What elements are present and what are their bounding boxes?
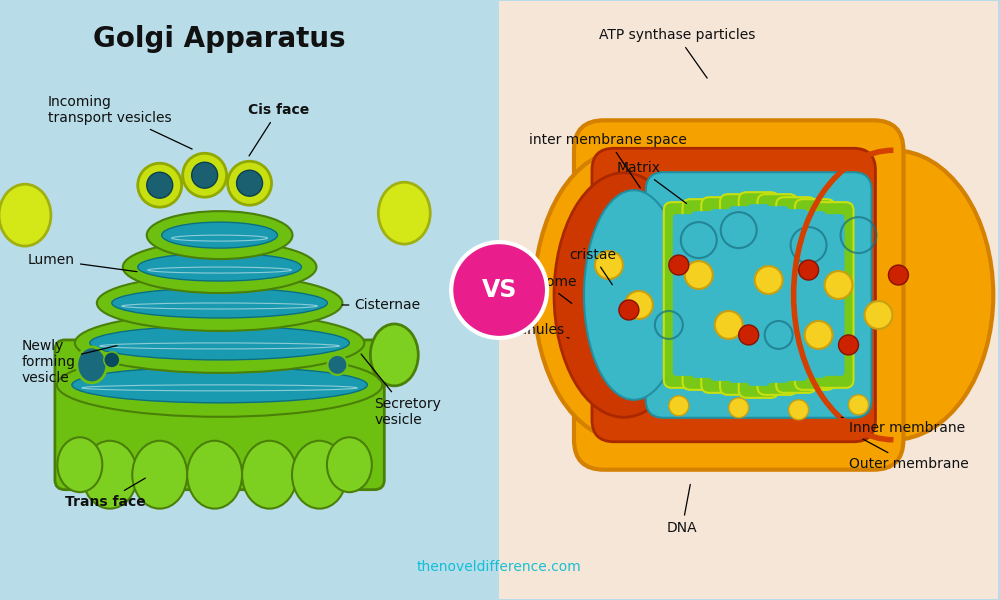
Ellipse shape [138, 253, 301, 281]
Text: Lumen: Lumen [28, 253, 137, 272]
FancyBboxPatch shape [748, 204, 770, 386]
Ellipse shape [292, 441, 347, 509]
FancyBboxPatch shape [804, 211, 826, 378]
FancyBboxPatch shape [664, 202, 704, 388]
Ellipse shape [162, 222, 278, 248]
Circle shape [183, 153, 227, 197]
Circle shape [625, 291, 653, 319]
Text: Outer membrane: Outer membrane [849, 439, 968, 471]
FancyBboxPatch shape [701, 197, 741, 393]
Circle shape [147, 172, 173, 198]
FancyBboxPatch shape [646, 172, 871, 418]
Circle shape [805, 321, 833, 349]
Bar [0, 1, 499, 599]
Circle shape [685, 261, 713, 289]
FancyBboxPatch shape [823, 214, 845, 376]
Bar [499, 1, 998, 599]
FancyBboxPatch shape [592, 148, 875, 442]
Ellipse shape [97, 275, 342, 331]
Circle shape [729, 398, 749, 418]
FancyBboxPatch shape [683, 199, 722, 390]
Text: Granules: Granules [502, 323, 569, 338]
Text: DNA: DNA [667, 484, 697, 535]
Ellipse shape [132, 441, 187, 509]
FancyBboxPatch shape [729, 206, 751, 383]
Text: Incoming
transport vesicles: Incoming transport vesicles [48, 95, 192, 149]
Circle shape [888, 265, 908, 285]
Circle shape [715, 311, 743, 339]
Circle shape [595, 251, 623, 279]
Ellipse shape [584, 190, 684, 400]
Circle shape [755, 266, 783, 294]
Ellipse shape [378, 182, 430, 244]
FancyBboxPatch shape [673, 214, 695, 376]
FancyBboxPatch shape [757, 194, 797, 395]
FancyBboxPatch shape [776, 197, 816, 393]
FancyBboxPatch shape [55, 340, 384, 490]
Circle shape [739, 325, 759, 345]
Circle shape [799, 260, 819, 280]
FancyBboxPatch shape [720, 194, 760, 395]
Ellipse shape [57, 353, 382, 417]
Ellipse shape [187, 441, 242, 509]
Ellipse shape [327, 437, 372, 492]
Text: thenoveldifference.com: thenoveldifference.com [417, 560, 582, 574]
Text: VS: VS [481, 278, 517, 302]
FancyBboxPatch shape [710, 209, 732, 381]
Ellipse shape [72, 367, 367, 403]
Ellipse shape [554, 173, 694, 417]
Circle shape [864, 301, 892, 329]
Circle shape [849, 395, 868, 415]
Ellipse shape [147, 211, 292, 259]
Circle shape [104, 352, 120, 368]
Text: cristae: cristae [569, 248, 616, 285]
Ellipse shape [242, 441, 297, 509]
Circle shape [669, 255, 689, 275]
FancyBboxPatch shape [785, 209, 807, 381]
Text: inter membrane space: inter membrane space [529, 133, 687, 188]
Ellipse shape [534, 150, 714, 440]
Ellipse shape [77, 347, 107, 383]
Circle shape [789, 400, 809, 420]
FancyBboxPatch shape [766, 206, 788, 383]
FancyBboxPatch shape [692, 211, 713, 378]
Ellipse shape [370, 324, 418, 386]
Circle shape [228, 161, 272, 205]
Circle shape [138, 163, 182, 207]
Circle shape [192, 162, 218, 188]
FancyBboxPatch shape [739, 192, 779, 398]
Ellipse shape [794, 150, 993, 440]
Ellipse shape [75, 313, 364, 373]
Text: Cis face: Cis face [248, 103, 309, 156]
Ellipse shape [57, 437, 102, 492]
Text: Cisternae: Cisternae [342, 298, 421, 312]
Circle shape [839, 335, 858, 355]
Circle shape [669, 396, 689, 416]
Circle shape [619, 300, 639, 320]
FancyBboxPatch shape [814, 202, 854, 388]
Text: Newly
forming
vesicle: Newly forming vesicle [22, 338, 117, 385]
Circle shape [327, 355, 347, 375]
FancyBboxPatch shape [574, 121, 903, 470]
Text: Trans face: Trans face [65, 478, 146, 509]
Ellipse shape [90, 326, 349, 360]
Ellipse shape [112, 288, 327, 318]
Text: Inner membrane: Inner membrane [841, 417, 965, 435]
Text: Matrix: Matrix [617, 161, 687, 203]
Text: Golgi Apparatus: Golgi Apparatus [93, 25, 346, 53]
Circle shape [825, 271, 853, 299]
Ellipse shape [82, 441, 137, 509]
Text: Secretory
vesicle: Secretory vesicle [361, 354, 441, 427]
Text: ATP synthase particles: ATP synthase particles [599, 28, 755, 78]
Circle shape [237, 170, 263, 196]
Ellipse shape [123, 241, 316, 293]
Ellipse shape [0, 184, 51, 246]
FancyBboxPatch shape [795, 199, 835, 390]
Text: Ribosome: Ribosome [509, 275, 578, 304]
Circle shape [451, 242, 547, 338]
